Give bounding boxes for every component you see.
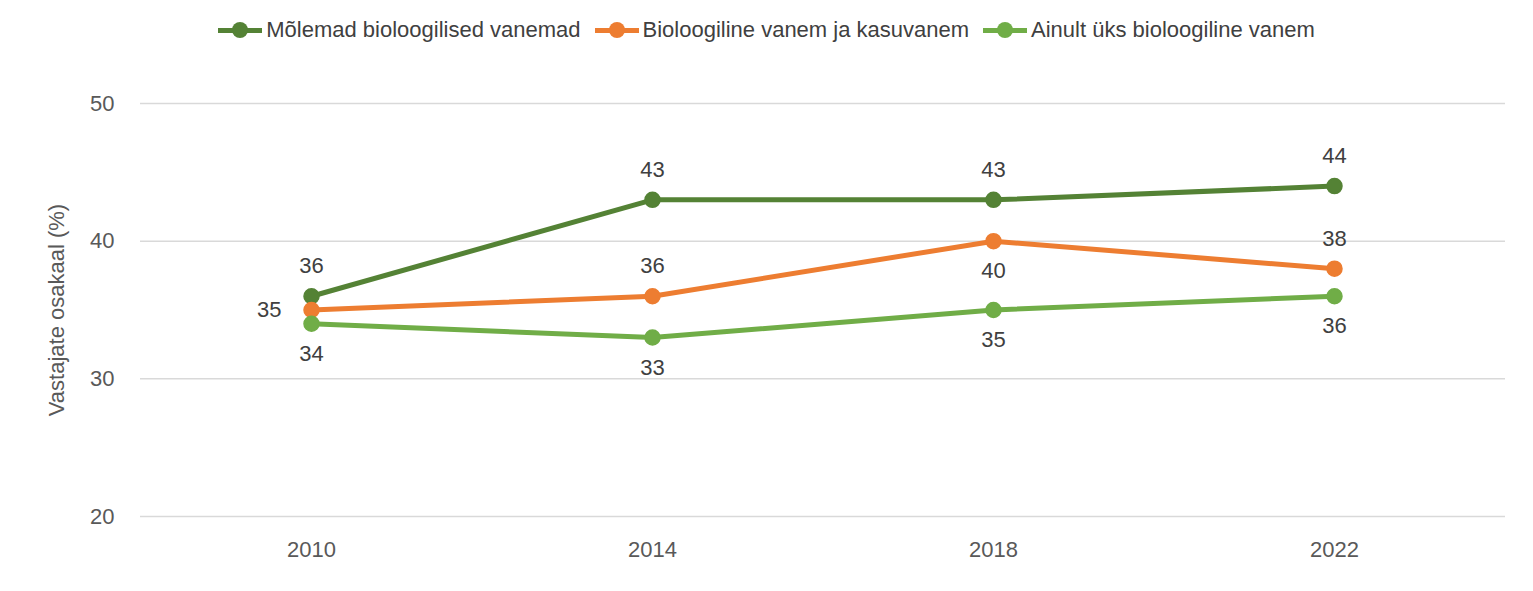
html-text:Bioloogiline vanem ja kasuvane: Bioloogiline vanem ja kasuvanem [642, 17, 969, 42]
html-text:Ainult üks bioloogiline vanem: Ainult üks bioloogiline vanem [1031, 17, 1315, 42]
svg-text:2010: 2010 [287, 537, 336, 562]
svg-text:36: 36 [299, 253, 323, 278]
html-text:Mõlemad bioloogilised vanemad: Mõlemad bioloogilised vanemad [266, 17, 581, 42]
svg-text:35: 35 [981, 327, 1005, 352]
svg-text:2022: 2022 [1310, 537, 1359, 562]
svg-text:2014: 2014 [628, 537, 677, 562]
svg-text:36: 36 [1322, 313, 1346, 338]
svg-text:35: 35 [257, 297, 281, 322]
svg-text:38: 38 [1322, 226, 1346, 251]
svg-text:30: 30 [90, 366, 114, 391]
svg-text:44: 44 [1322, 143, 1346, 168]
svg-text:34: 34 [299, 341, 323, 366]
svg-text:2018: 2018 [969, 537, 1018, 562]
svg-text:50: 50 [90, 91, 114, 116]
svg-text:33: 33 [640, 355, 664, 380]
svg-text:40: 40 [981, 258, 1005, 283]
svg-text:40: 40 [90, 228, 114, 253]
svg-text:43: 43 [640, 157, 664, 182]
svg-text:36: 36 [640, 253, 664, 278]
svg-text:20: 20 [90, 504, 114, 529]
svg-text:43: 43 [981, 157, 1005, 182]
svg-text:Vastajate osakaal (%): Vastajate osakaal (%) [44, 204, 69, 416]
